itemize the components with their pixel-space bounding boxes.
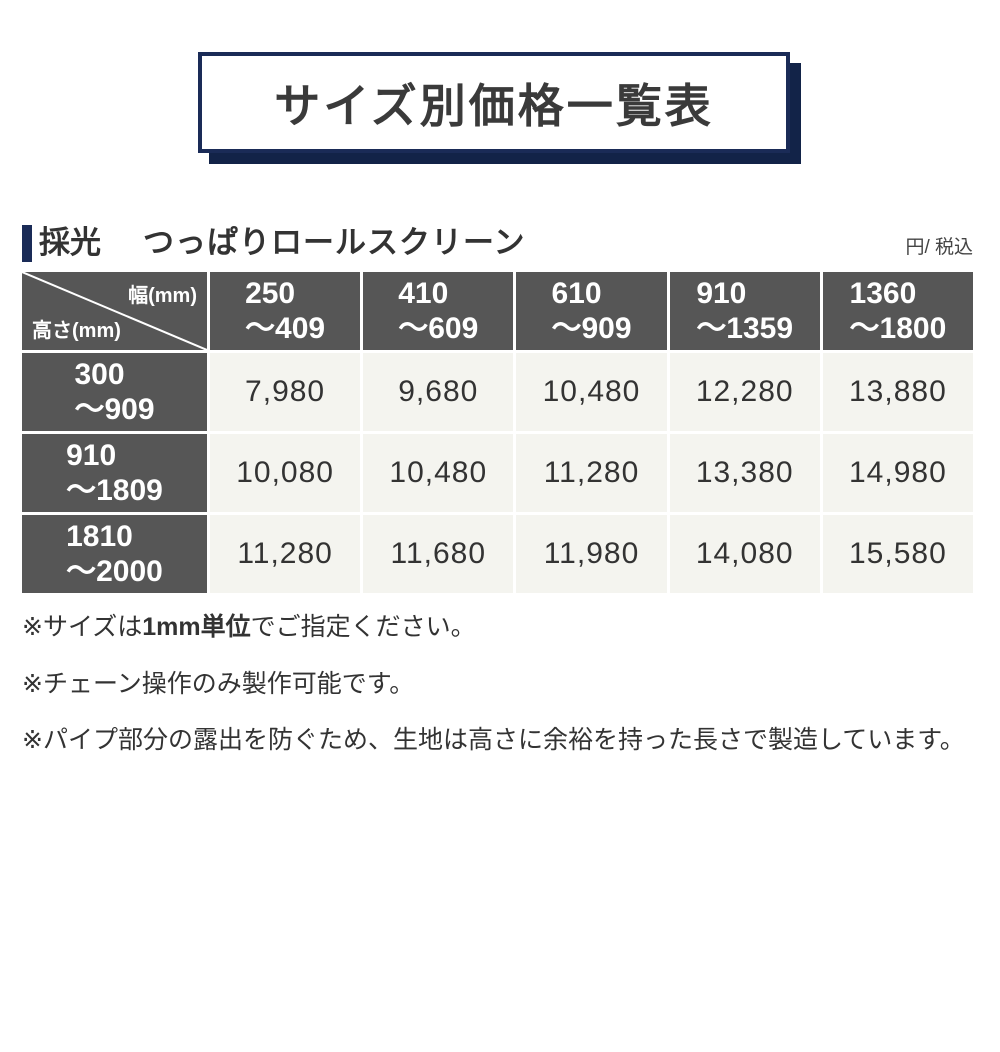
- price-cell: 15,580: [822, 515, 973, 593]
- price-cell: 11,980: [516, 515, 667, 593]
- col-header: 250 〜409: [210, 272, 361, 350]
- notes: ※サイズは1mm単位でご指定ください。 ※チェーン操作のみ製作可能です。 ※パイ…: [22, 610, 978, 759]
- diagonal-divider: [22, 272, 207, 350]
- price-cell: 7,980: [210, 353, 361, 431]
- price-table: 幅(mm) 高さ(mm) 250 〜409 410 〜609 610 〜909 910…: [22, 272, 973, 593]
- page-title: サイズ別価格一覧表: [274, 79, 714, 132]
- price-cell: 10,080: [210, 434, 361, 512]
- price-cell: 11,680: [363, 515, 514, 593]
- price-cell: 13,380: [669, 434, 820, 512]
- section-header: 採光 つっぱりロールスクリーン 円/ 税込: [22, 217, 973, 262]
- section-title: 採光 つっぱりロールスクリーン: [39, 217, 525, 262]
- col-header: 410 〜609: [363, 272, 514, 350]
- price-cell: 14,980: [822, 434, 973, 512]
- title-banner: サイズ別価格一覧表: [198, 52, 790, 153]
- width-axis-label: 幅(mm): [128, 285, 197, 307]
- table-corner-cell: 幅(mm) 高さ(mm): [22, 272, 207, 350]
- col-header: 910 〜1359: [669, 272, 820, 350]
- section-category: 採光: [39, 225, 101, 260]
- section-product-name: つっぱりロールスクリーン: [143, 225, 526, 260]
- note-chain-operation: ※チェーン操作のみ製作可能です。: [22, 669, 415, 698]
- price-cell: 10,480: [516, 353, 667, 431]
- price-cell: 9,680: [363, 353, 514, 431]
- note-pipe-length: ※パイプ部分の露出を防ぐため、生地は高さに余裕を持った長さで製造しています。: [22, 726, 965, 754]
- row-header: 910 〜1809: [22, 434, 207, 512]
- note-size-unit: ※サイズは1mm単位でご指定ください。: [22, 613, 476, 641]
- price-cell: 12,280: [669, 353, 820, 431]
- row-header: 1810 〜2000: [22, 515, 207, 593]
- price-cell: 14,080: [669, 515, 820, 593]
- price-cell: 13,880: [822, 353, 973, 431]
- price-cell: 11,280: [210, 515, 361, 593]
- height-axis-label: 高さ(mm): [32, 320, 121, 342]
- col-header: 1360 〜1800: [822, 272, 973, 350]
- accent-bar: [22, 225, 32, 262]
- col-header: 610 〜909: [516, 272, 667, 350]
- price-cell: 11,280: [516, 434, 667, 512]
- price-cell: 10,480: [363, 434, 514, 512]
- row-header: 300 〜909: [22, 353, 207, 431]
- price-unit-label: 円/ 税込: [905, 237, 973, 258]
